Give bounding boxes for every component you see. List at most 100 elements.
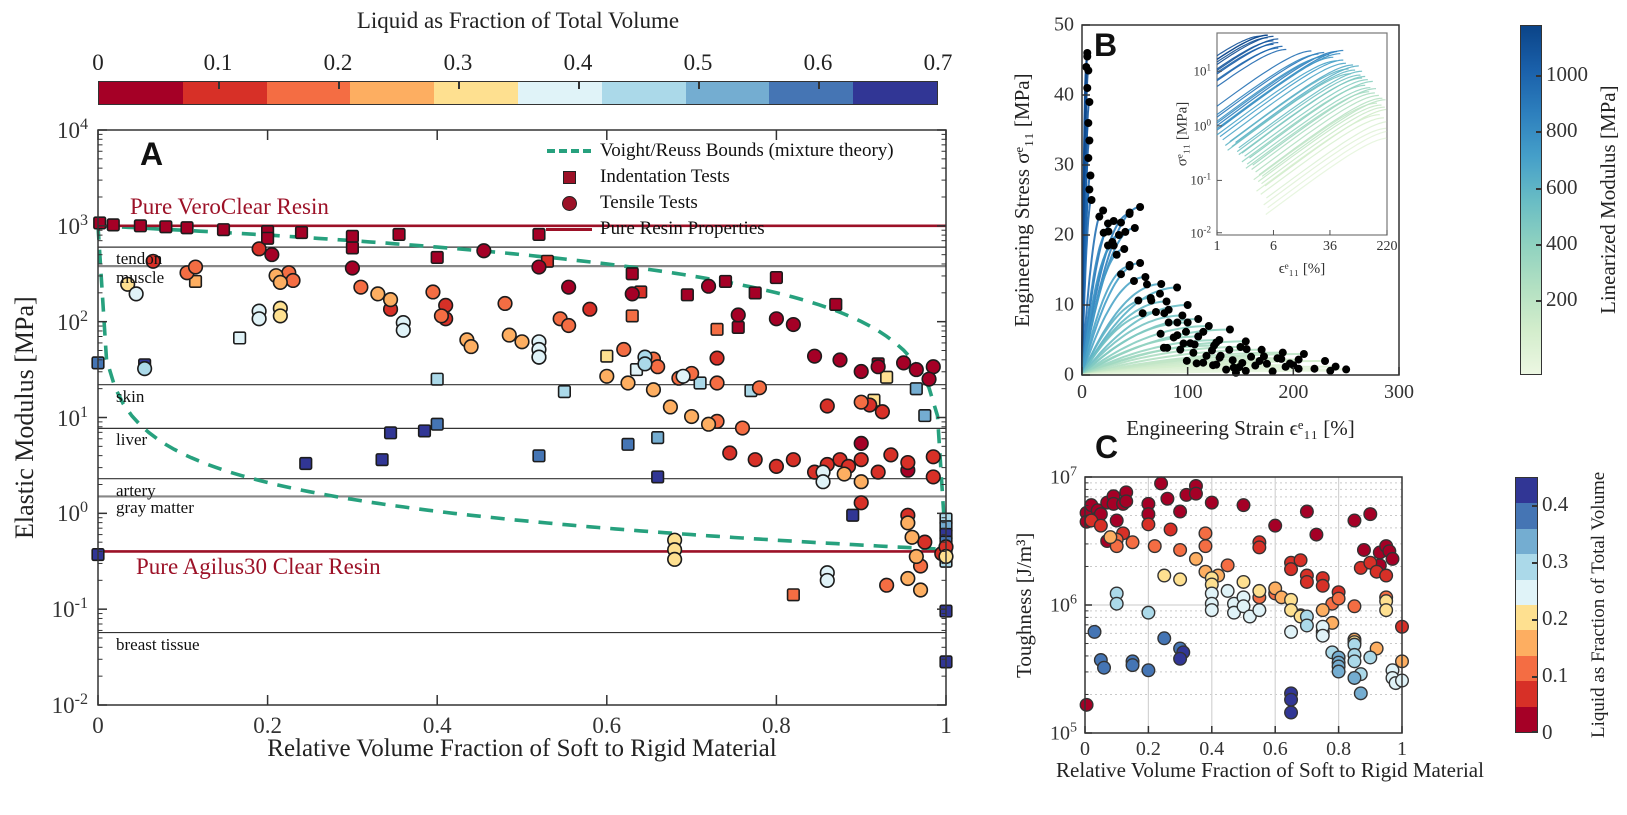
y-tick-label: 10-2 [51, 691, 88, 718]
colorbar-a-segment [769, 82, 854, 104]
colorbar-c-segment [1516, 554, 1537, 580]
panel-c-ylabel: Toughness [J/m³] [1012, 532, 1036, 678]
colorbar-c-segment [1516, 528, 1537, 555]
colorbar-a-tick-label: 0.3 [443, 50, 473, 75]
colorbar-a-strip [98, 81, 938, 105]
colorbar-a-tickmark [818, 81, 820, 89]
inset-x-tick: 6 [1269, 239, 1277, 254]
legend-label-pure-resin: Pure Resin Properties [600, 218, 765, 239]
x-tick-label: 0.8 [1326, 738, 1352, 760]
panel-a-letter: A [140, 136, 164, 172]
colorbar-c-segment [1516, 655, 1537, 682]
colorbar-c-tick-label: 0.2 [1542, 606, 1569, 631]
tissue-line-label: muscle [116, 268, 165, 288]
colorbar-c-tick-label: 0.1 [1542, 663, 1569, 688]
x-tick-label: 0.2 [1135, 738, 1161, 760]
colorbar-b-tickmark [1536, 187, 1542, 190]
y-tick-label: 102 [56, 307, 88, 335]
panel-a-ylabel: Elastic Modulus [MPa] [10, 296, 39, 539]
colorbar-a-tickmark [578, 81, 580, 89]
colorbar-c-tickmark [1532, 731, 1538, 733]
x-tick-label: 0.2 [253, 713, 282, 738]
y-tick-label: 10-1 [51, 595, 88, 622]
inset-x-tick: 220 [1376, 239, 1398, 254]
colorbar-a-segment [517, 82, 602, 104]
panel-b-canvas [1081, 24, 1400, 377]
y-tick-label: 100 [56, 499, 88, 527]
y-tick-label: 101 [56, 403, 88, 431]
panel-c-canvas [1079, 476, 1410, 734]
colorbar-a-tickmark [218, 81, 220, 89]
colorbar-b-strip [1520, 25, 1542, 375]
x-tick-label: 0 [1077, 381, 1087, 403]
colorbar-a-segment [266, 82, 351, 104]
tissue-line-label: skin [116, 386, 145, 406]
y-tick-label: 107 [1050, 464, 1077, 489]
colorbar-c: 0 0.1 0.2 0.3 0.4 [1515, 477, 1568, 744]
colorbar-c-tick-label: 0 [1542, 720, 1553, 744]
x-tick-label: 0.6 [1262, 738, 1288, 760]
y-tick-label: 106 [1050, 592, 1077, 617]
panel-b-ylabel: Engineering Stress σᵉ₁₁ [MPa] [1010, 73, 1034, 327]
legend-label-bounds: Voight/Reuss Bounds (mixture theory) [600, 140, 894, 161]
inset-x-tick: 1 [1213, 239, 1221, 254]
colorbar-a-tick-label: 0.7 [923, 50, 953, 75]
colorbar-c-segment [1516, 630, 1537, 656]
colorbar-a-tick-label: 0 [92, 50, 104, 75]
colorbar-a-segment [350, 82, 435, 104]
inset-y-tick: 101 [1193, 62, 1211, 79]
dashed-line-icon [546, 149, 592, 153]
y-tick-label: 0 [1064, 363, 1074, 386]
colorbar-c-tickmark [1532, 676, 1538, 679]
colorbar-a-tickmark [458, 81, 460, 89]
colorbar-b-tickmark [1536, 75, 1542, 78]
x-tick-label: 300 [1384, 381, 1414, 403]
legend-item-tensile: Tensile Tests [546, 190, 894, 216]
colorbar-c-segment [1516, 681, 1537, 707]
pure-agilus-label: Pure Agilus30 Clear Resin [136, 554, 381, 579]
tissue-line-label: gray matter [116, 498, 194, 518]
colorbar-b-tick-label: 800 [1546, 118, 1578, 143]
legend-item-indentation: Indentation Tests [546, 164, 894, 190]
inset-ylabel: σᵉ₁₁ [MPa] [1174, 101, 1191, 167]
colorbar-b-tick-label: 400 [1546, 230, 1578, 255]
x-tick-label: 0.8 [762, 713, 791, 738]
colorbar-c-tick-label: 0.3 [1542, 549, 1569, 574]
colorbar-a-tick-label: 0.4 [563, 50, 593, 75]
colorbar-b: 200 400 600 800 1000 [1520, 25, 1588, 375]
legend-label-tensile: Tensile Tests [600, 192, 698, 213]
colorbar-a-tick-label: 0.5 [683, 50, 713, 75]
colorbar-a: 0 0.1 0.2 0.3 0.4 0.5 0.6 0.7 [92, 50, 952, 105]
legend-item-bounds: Voight/Reuss Bounds (mixture theory) [546, 138, 894, 164]
x-tick-label: 0.6 [592, 713, 622, 738]
panel-c-letter: C [1095, 429, 1119, 465]
colorbar-a-title: Liquid as Fraction of Total Volume [356, 8, 680, 33]
tissue-line-label: tendon [116, 249, 163, 269]
colorbar-a-tick-label: 0.6 [803, 50, 833, 75]
colorbar-b-tickmark [1536, 131, 1542, 134]
colorbar-c-strip [1515, 477, 1538, 733]
x-tick-label: 0.4 [422, 713, 452, 738]
panel-a-canvas [91, 129, 954, 706]
solid-line-icon [546, 227, 592, 231]
colorbar-a-segment [182, 82, 267, 104]
colorbar-b-tick-label: 600 [1546, 174, 1578, 199]
y-tick-label: 50 [1054, 13, 1074, 36]
colorbar-a-tickmark [698, 81, 700, 89]
colorbar-c-segment [1516, 579, 1537, 606]
y-tick-label: 30 [1054, 153, 1074, 176]
y-tick-label: 105 [1050, 720, 1077, 745]
y-tick-label: 103 [56, 212, 88, 239]
colorbar-a-segment [434, 82, 518, 104]
pure-veroclear-label: Pure VeroClear Resin [130, 194, 329, 219]
colorbar-c-tickmark [1532, 619, 1538, 622]
colorbar-b-tickmark [1536, 300, 1542, 303]
y-tick-label: 20 [1054, 223, 1074, 246]
panel-c-xlabel: Relative Volume Fraction of Soft to Rigi… [1056, 758, 1484, 782]
colorbar-a-segment [853, 82, 937, 104]
colorbar-c-segment [1516, 503, 1537, 529]
colorbar-c-segment [1516, 706, 1537, 733]
colorbar-c-tickmark [1532, 505, 1538, 508]
inset-x-tick: 36 [1322, 239, 1337, 254]
